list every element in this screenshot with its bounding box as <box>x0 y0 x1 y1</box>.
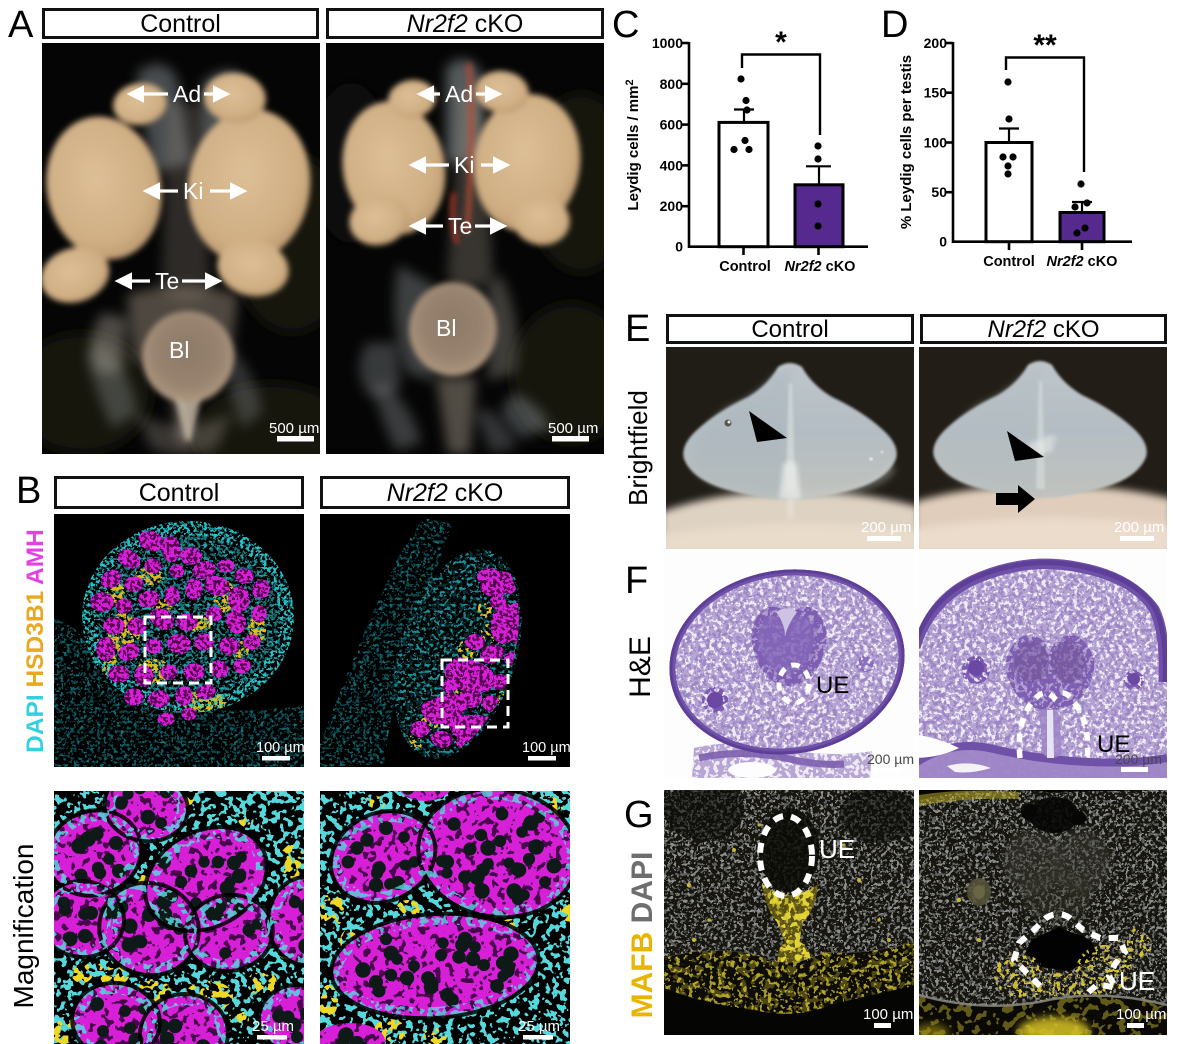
svg-text:*: * <box>775 26 787 59</box>
svg-text:Control: Control <box>983 254 1035 270</box>
svg-text:Te: Te <box>448 213 472 239</box>
svg-text:UE: UE <box>1097 731 1130 758</box>
svg-text:100 µm: 100 µm <box>1116 1006 1166 1023</box>
svg-text:MAFB DAPI: MAFB DAPI <box>626 852 659 1019</box>
svg-text:UE: UE <box>1119 966 1155 996</box>
svg-text:Bl: Bl <box>169 337 189 363</box>
svg-text:200: 200 <box>660 198 684 214</box>
svg-text:Te: Te <box>155 268 179 294</box>
svg-text:100: 100 <box>924 135 948 151</box>
svg-text:Control: Control <box>719 259 771 275</box>
svg-text:200 µm: 200 µm <box>1115 751 1162 767</box>
svg-text:200: 200 <box>924 35 948 51</box>
svg-text:Leydig cells / mm2: Leydig cells / mm2 <box>624 79 642 210</box>
svg-text:600: 600 <box>660 117 684 133</box>
svg-text:500 µm: 500 µm <box>548 420 598 437</box>
svg-text:25 µm: 25 µm <box>252 1018 294 1035</box>
svg-text:DAPI HSD3B1 AMH: DAPI HSD3B1 AMH <box>22 529 49 753</box>
svg-text:0: 0 <box>675 239 683 255</box>
svg-text:200 µm: 200 µm <box>861 519 911 536</box>
svg-text:400: 400 <box>660 157 684 173</box>
svg-text:Ad: Ad <box>445 81 473 107</box>
svg-text:Ad: Ad <box>173 81 201 107</box>
svg-text:Bl: Bl <box>436 315 456 341</box>
svg-text:500 µm: 500 µm <box>269 420 319 437</box>
svg-text:UE: UE <box>819 834 855 864</box>
svg-text:0: 0 <box>939 234 947 250</box>
svg-text:100 µm: 100 µm <box>522 740 570 756</box>
svg-text:800: 800 <box>660 76 684 92</box>
svg-text:UE: UE <box>816 672 849 699</box>
svg-text:100 µm: 100 µm <box>256 740 304 756</box>
svg-text:Magnification: Magnification <box>8 844 39 1009</box>
svg-text:200 µm: 200 µm <box>867 751 914 767</box>
svg-text:% Leydig cells per testis: % Leydig cells per testis <box>898 55 915 229</box>
svg-text:Nr2f2 cKO: Nr2f2 cKO <box>785 259 856 275</box>
svg-text:150: 150 <box>924 85 948 101</box>
svg-text:H&E: H&E <box>624 636 657 698</box>
svg-text:100 µm: 100 µm <box>863 1006 913 1023</box>
svg-text:1000: 1000 <box>652 35 683 51</box>
svg-text:Ki: Ki <box>183 178 203 204</box>
svg-text:25 µm: 25 µm <box>518 1018 560 1035</box>
svg-text:Nr2f2 cKO: Nr2f2 cKO <box>1047 254 1118 270</box>
svg-text:Ki: Ki <box>454 152 474 178</box>
svg-text:Brightfield: Brightfield <box>623 390 653 506</box>
svg-text:50: 50 <box>931 184 947 200</box>
svg-text:**: ** <box>1033 29 1057 62</box>
svg-text:200 µm: 200 µm <box>1114 519 1164 536</box>
